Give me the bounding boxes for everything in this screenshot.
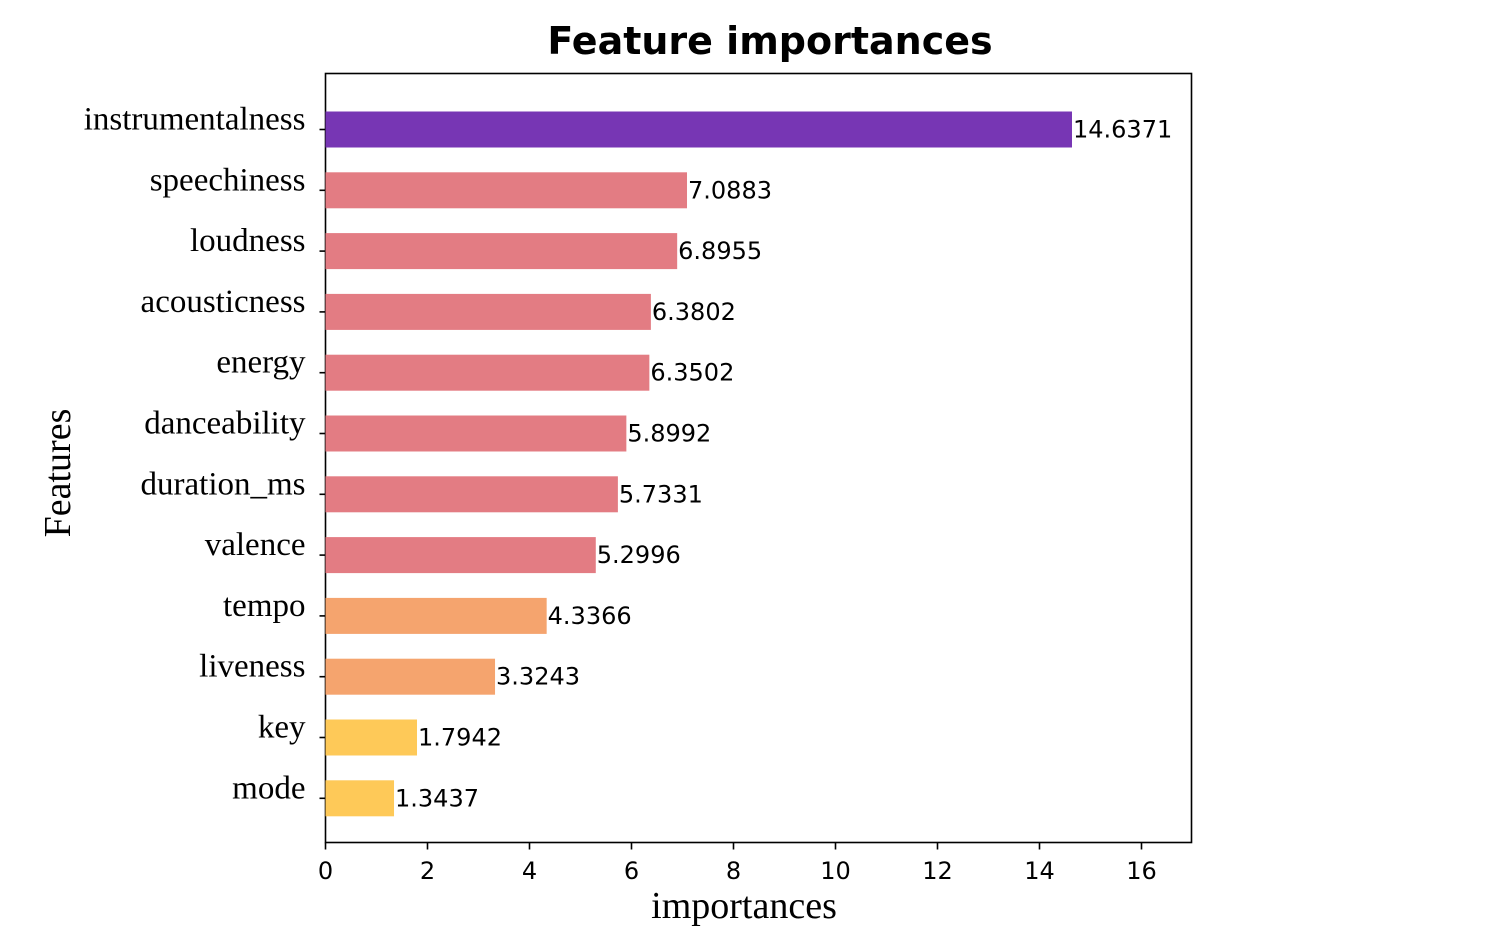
x-tick-label: 4 — [522, 857, 537, 885]
data-label: 5.2996 — [597, 541, 681, 569]
y-category-label: key — [258, 710, 306, 746]
bar-key — [325, 719, 418, 756]
bar-energy — [325, 354, 650, 391]
bar-mode — [325, 780, 395, 817]
chart-title: Feature importances — [547, 19, 992, 63]
data-label: 1.7942 — [418, 724, 502, 752]
data-label: 5.8992 — [627, 420, 711, 448]
y-category-label: loudness — [190, 223, 306, 259]
data-label: 7.0883 — [688, 176, 772, 204]
data-labels: 14.6371 7.0883 6.8955 6.3802 6.3502 5.8992 5.7… — [395, 116, 1172, 813]
bar-liveness — [325, 658, 496, 695]
bar-valence — [325, 537, 596, 574]
bar-acousticness — [325, 293, 651, 330]
x-tick-label: 0 — [318, 857, 333, 885]
bars-group — [325, 111, 1072, 817]
bar-duration-ms — [325, 476, 618, 513]
x-tick-label: 6 — [624, 857, 639, 885]
y-category-labels: instrumentalness speechiness loudness acous… — [84, 102, 326, 806]
y-axis-title: Features — [37, 409, 79, 538]
x-tick-label: 2 — [420, 857, 435, 885]
plot-frame — [324, 72, 1193, 844]
y-category-label: valence — [205, 527, 306, 563]
y-category-label: duration_ms — [141, 466, 306, 502]
data-label: 1.3437 — [395, 784, 479, 812]
y-category-label: energy — [216, 345, 306, 381]
y-category-label: speechiness — [150, 162, 306, 198]
data-label: 4.3366 — [548, 602, 632, 630]
y-category-label: mode — [232, 770, 305, 806]
data-label: 6.3502 — [650, 359, 734, 387]
bar-speechiness — [325, 172, 688, 209]
x-tick-label: 14 — [1024, 857, 1055, 885]
data-label: 6.8955 — [678, 237, 762, 265]
x-axis-title: importances — [651, 885, 837, 927]
y-category-label: liveness — [199, 649, 305, 685]
x-tick-label: 16 — [1126, 857, 1157, 885]
y-category-label: acousticness — [141, 284, 306, 320]
x-tick-label: 8 — [726, 857, 741, 885]
bar-instrumentalness — [325, 111, 1072, 148]
x-tick-label: 10 — [820, 857, 851, 885]
x-tick-label: 12 — [922, 857, 953, 885]
bar-tempo — [325, 597, 547, 634]
data-label: 6.3802 — [652, 298, 736, 326]
data-label: 3.3243 — [496, 663, 580, 691]
data-label: 14.6371 — [1073, 116, 1172, 144]
bar-loudness — [325, 233, 678, 270]
y-category-label: tempo — [223, 588, 305, 624]
y-category-label: danceability — [144, 406, 306, 442]
y-category-label: instrumentalness — [84, 102, 306, 138]
data-label: 5.7331 — [619, 480, 703, 508]
bar-danceability — [325, 415, 627, 452]
x-tick-labels: 0 2 4 6 8 10 12 14 16 — [318, 842, 1157, 885]
